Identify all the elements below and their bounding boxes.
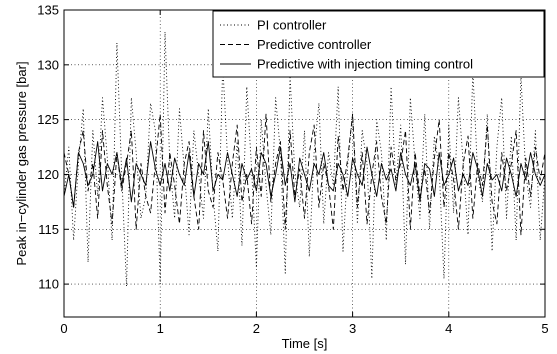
x-tick-label: 3 — [349, 321, 356, 336]
x-axis-label: Time [s] — [282, 336, 328, 351]
legend-label-3: Predictive with injection timing control — [257, 57, 473, 72]
x-tick-label: 1 — [157, 321, 164, 336]
y-tick-label: 120 — [37, 167, 59, 182]
legend: PI controller Predictive controller Predic… — [212, 10, 545, 78]
y-axis-label: Peak in−cylinder gas pressure [bar] — [14, 61, 29, 265]
x-tick-label: 2 — [253, 321, 260, 336]
y-tick-label: 130 — [37, 57, 59, 72]
plot-frame — [63, 9, 546, 318]
y-tick-label: 125 — [37, 112, 59, 127]
legend-label-2: Predictive controller — [257, 37, 372, 52]
series-group — [63, 31, 546, 287]
x-tick-label: 4 — [445, 321, 452, 336]
y-tick-label: 115 — [38, 222, 59, 237]
series-line-3 — [63, 141, 546, 208]
legend-box — [212, 10, 545, 78]
tick-group: 0 1 2 3 4 5 110 115 120 125 130 135 — [37, 3, 548, 337]
legend-label-1: PI controller — [257, 18, 327, 33]
y-tick-label: 135 — [37, 3, 59, 18]
series-line-2 — [63, 113, 546, 236]
y-tick-label: 110 — [38, 277, 59, 292]
x-tick-label: 5 — [541, 321, 548, 336]
x-tick-label: 0 — [60, 321, 67, 336]
